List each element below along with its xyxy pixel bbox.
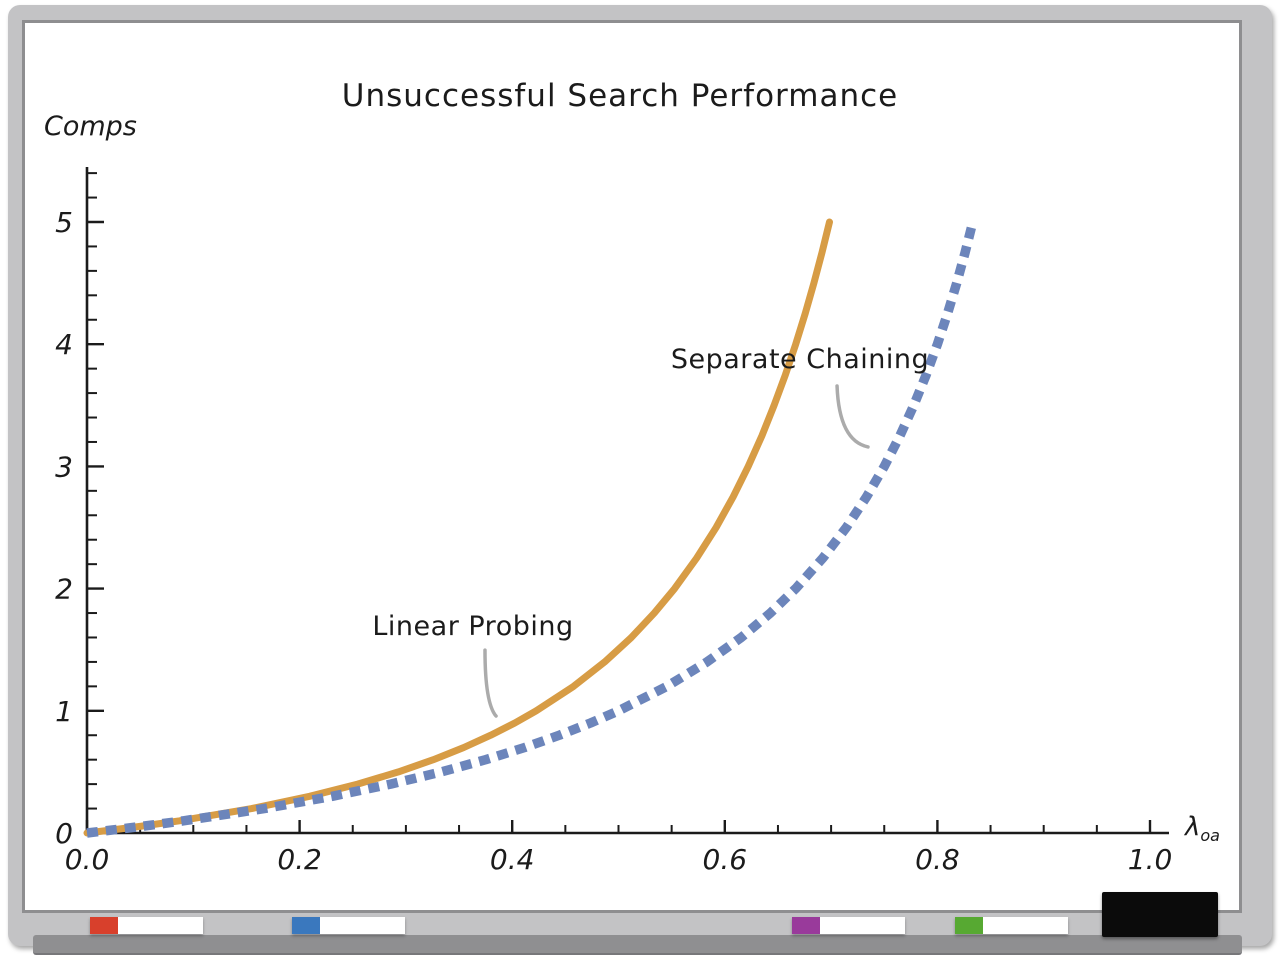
board-eraser	[1102, 892, 1218, 937]
x-tick-label: 0.0	[65, 843, 110, 876]
y-tick-label: 2	[55, 573, 73, 606]
marker-red-body	[118, 917, 203, 934]
y-tick-label: 4	[55, 328, 73, 361]
x-tick-label: 0.8	[915, 843, 960, 876]
curve-separate-chaining	[86, 220, 978, 838]
marker-purple	[792, 917, 905, 934]
y-tick-label: 3	[55, 450, 73, 483]
x-tick-label: 0.4	[490, 843, 535, 876]
marker-green-body	[983, 917, 1068, 934]
whiteboard-surface: 0.0 0.2 0.4 0.6 0.8 1.0 0 1 2 3 4 5 Unsuccessful Se…	[22, 20, 1242, 913]
marker-green	[955, 917, 1068, 934]
annotation-leader-line	[483, 648, 498, 718]
annotation-label-separate-chaining: Separate Chaining	[670, 344, 930, 375]
marker-red-cap-icon	[90, 917, 118, 934]
y-tick-label: 5	[55, 206, 73, 239]
marker-green-cap-icon	[955, 917, 983, 934]
marker-purple-body	[820, 917, 905, 934]
annotation-leader-line	[835, 384, 870, 449]
chart-title: Unsuccessful Search Performance	[341, 78, 899, 114]
lambda-symbol: λ	[1185, 812, 1201, 842]
annotation-label-linear-probing: Linear Probing	[372, 611, 574, 642]
x-tick-label: 1.0	[1128, 843, 1173, 876]
x-tick-label: 0.6	[703, 843, 748, 876]
marker-red	[90, 917, 203, 934]
plot-svg: 0.0 0.2 0.4 0.6 0.8 1.0 0 1 2 3 4 5	[55, 167, 1173, 876]
x-tick-label: 0.2	[277, 843, 322, 876]
x-axis-title: λoa	[1185, 812, 1220, 845]
marker-blue-cap-icon	[292, 917, 320, 934]
marker-purple-cap-icon	[792, 917, 820, 934]
marker-tray	[33, 935, 1242, 955]
y-axis-title: Comps	[44, 111, 137, 142]
y-tick-label: 1	[55, 695, 73, 728]
y-tick-label: 0	[55, 817, 73, 850]
curve-linear-probing	[83, 218, 833, 837]
lambda-subscript: oa	[1200, 826, 1220, 846]
marker-blue	[292, 917, 405, 934]
marker-blue-body	[320, 917, 405, 934]
